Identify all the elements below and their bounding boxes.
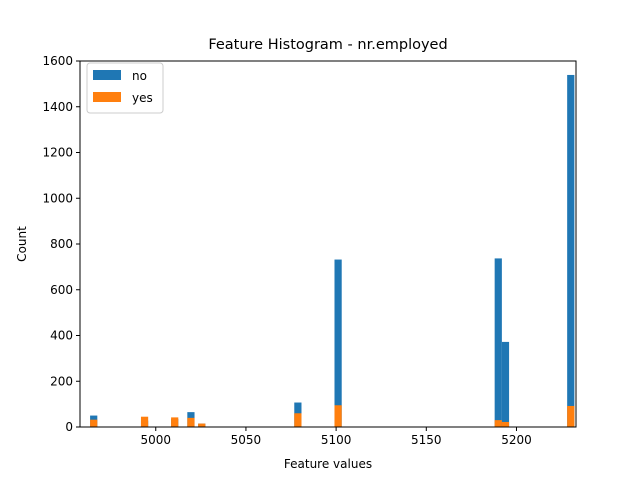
y-tick-label: 1200: [42, 146, 73, 160]
x-axis-label: Feature values: [284, 457, 372, 471]
bar-yes-8: [501, 421, 510, 427]
y-tick-label: 1000: [42, 191, 73, 205]
x-axis-ticks: 5000 5050 5100 5150 5200: [140, 427, 532, 447]
bar-no-9: [567, 74, 575, 428]
x-tick-label: 5150: [411, 433, 442, 447]
legend: no yes: [86, 62, 164, 114]
chart-title: Feature Histogram - nr.employed: [208, 37, 447, 53]
series-yes-bars: [90, 405, 575, 427]
x-tick-label: 5200: [501, 433, 532, 447]
legend-swatch-yes: [93, 92, 121, 102]
bar-yes-0: [90, 419, 98, 427]
y-axis-label: Count: [15, 226, 29, 262]
bar-no-6: [334, 259, 342, 427]
y-tick-label: 800: [50, 237, 73, 251]
y-tick-label: 600: [50, 283, 73, 297]
bar-yes-9: [567, 405, 575, 427]
legend-label-no: no: [132, 69, 147, 83]
bar-no-8: [501, 341, 510, 427]
bar-yes-5: [294, 413, 302, 427]
x-tick-label: 5100: [321, 433, 352, 447]
bar-yes-6: [334, 405, 342, 427]
y-axis-ticks: 0 200 400 600 800 1000 1200 1400 1600: [42, 54, 80, 434]
bar-yes-7: [494, 420, 502, 427]
y-tick-label: 200: [50, 374, 73, 388]
y-tick-label: 0: [65, 420, 73, 434]
y-tick-label: 1600: [42, 54, 73, 68]
y-tick-label: 400: [50, 329, 73, 343]
bar-yes-1: [140, 416, 149, 427]
bar-yes-2: [171, 417, 179, 427]
x-tick-label: 5050: [231, 433, 262, 447]
legend-swatch-no: [93, 70, 121, 80]
bar-yes-3: [187, 417, 195, 427]
x-tick-label: 5000: [140, 433, 171, 447]
y-tick-label: 1400: [42, 100, 73, 114]
bar-no-7: [494, 258, 502, 427]
bar-yes-4: [198, 423, 206, 427]
legend-label-yes: yes: [132, 91, 153, 105]
